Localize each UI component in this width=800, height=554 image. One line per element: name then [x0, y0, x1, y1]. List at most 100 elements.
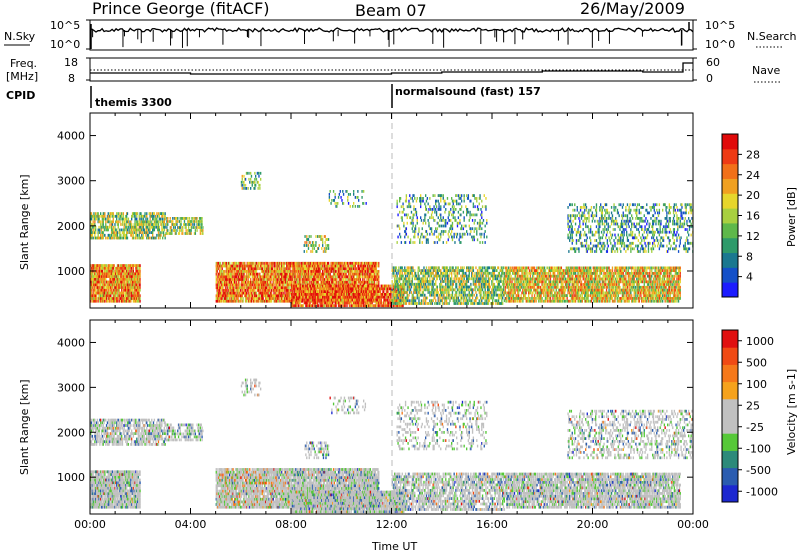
heatmap-cell [358, 280, 360, 284]
heatmap-cell [343, 264, 346, 268]
heatmap-cell [215, 264, 217, 268]
heatmap-cell [230, 297, 233, 300]
heatmap-cell [110, 297, 112, 300]
heatmap-cell [344, 280, 346, 284]
heatmap-cell [199, 220, 202, 223]
heatmap-cell [136, 231, 138, 234]
heatmap-cell [241, 187, 243, 190]
heatmap-cell [100, 291, 103, 295]
heatmap-cell [288, 291, 290, 295]
heatmap-cell [116, 288, 118, 292]
heatmap-cell [234, 286, 237, 290]
heatmap-cell [126, 236, 128, 240]
heatmap-cell [290, 299, 292, 303]
heatmap-cell [295, 287, 297, 291]
heatmap-cell [139, 288, 141, 292]
heatmap-cell [117, 214, 119, 218]
heatmap-cell [90, 233, 92, 237]
heatmap-cell [349, 264, 351, 268]
heatmap-cell [324, 241, 326, 244]
heatmap-cell [327, 261, 330, 265]
heatmap-cell [237, 291, 239, 295]
heatmap-cell [165, 232, 167, 235]
heatmap-cell [184, 232, 186, 235]
heatmap-cell [108, 286, 110, 289]
heatmap-cell [291, 275, 294, 279]
heatmap-cell [345, 289, 347, 292]
heatmap-cell [268, 280, 270, 284]
heatmap-cell [322, 289, 325, 292]
heatmap-cell [113, 291, 115, 295]
heatmap-cell [135, 266, 137, 270]
heatmap-cell [226, 272, 228, 276]
heatmap-cell [321, 280, 323, 284]
heatmap-cell [187, 223, 189, 226]
heatmap-cell [199, 229, 202, 232]
heatmap-cell [278, 289, 280, 292]
heatmap-cell [312, 264, 315, 268]
heatmap-cell [105, 291, 108, 295]
heatmap-cell [321, 264, 323, 268]
heatmap-cell [268, 278, 270, 281]
heatmap-cell [224, 280, 226, 284]
heatmap-cell [258, 291, 260, 295]
heatmap-cell [275, 264, 278, 268]
heatmap-cell [331, 294, 333, 298]
heatmap-cell [353, 295, 355, 299]
heatmap-cell [357, 272, 359, 276]
heatmap-cell [233, 264, 235, 268]
heatmap-cell [347, 283, 350, 287]
heatmap-cell [95, 288, 97, 292]
heatmap-cell [286, 275, 288, 279]
heatmap-cell [90, 277, 92, 281]
heatmap-cell [97, 291, 99, 295]
heatmap-cell [101, 294, 104, 298]
heatmap-cell [340, 267, 342, 271]
heatmap-cell [136, 228, 138, 232]
heatmap-cell [242, 299, 244, 303]
heatmap-cell [258, 289, 260, 292]
heatmap-cell [358, 280, 361, 284]
heatmap-cell [237, 275, 239, 279]
heatmap-cell [254, 286, 256, 290]
heatmap-cell [131, 231, 134, 234]
heatmap-cell [157, 220, 160, 224]
heatmap-cell [354, 267, 357, 271]
heatmap-cell [322, 280, 325, 284]
heatmap-cell [119, 231, 121, 234]
heatmap-cell [274, 261, 276, 265]
heatmap-cell [124, 286, 126, 289]
heatmap-cell [255, 261, 257, 265]
heatmap-cell [245, 264, 248, 268]
heatmap-cell [265, 270, 268, 273]
heatmap-cell [166, 220, 168, 223]
heatmap-cell [332, 280, 335, 284]
heatmap-cell [278, 280, 280, 284]
heatmap-cell [230, 272, 233, 276]
heatmap-cell [357, 264, 359, 268]
heatmap-cell [249, 264, 251, 268]
heatmap-cell [243, 291, 245, 295]
heatmap-cell [281, 280, 283, 284]
heatmap-cell [131, 291, 134, 295]
heatmap-cell [122, 283, 125, 287]
heatmap-cell [139, 272, 141, 276]
heatmap-cell [109, 286, 111, 289]
heatmap-cell [168, 232, 171, 235]
heatmap-cell [119, 277, 121, 281]
heatmap-cell [254, 275, 256, 279]
heatmap-cell [226, 264, 228, 268]
heatmap-cell [100, 233, 102, 237]
heatmap-cell [307, 284, 310, 288]
heatmap-cell [98, 264, 100, 267]
heatmap-cell [102, 280, 104, 284]
heatmap-cell [240, 272, 243, 276]
heatmap-cell [127, 264, 130, 267]
heatmap-cell [130, 288, 132, 292]
heatmap-cell [267, 264, 269, 268]
heatmap-cell [253, 299, 255, 303]
heatmap-cell [262, 299, 264, 303]
heatmap-cell [355, 297, 357, 300]
heatmap-cell [356, 275, 358, 279]
heatmap-cell [93, 277, 95, 281]
